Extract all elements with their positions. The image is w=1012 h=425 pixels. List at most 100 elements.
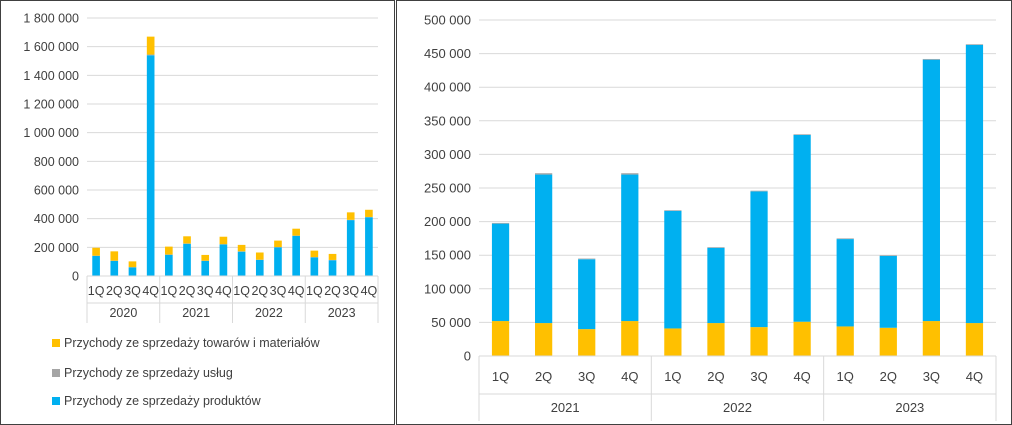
bar-segment [146, 36, 155, 55]
x-tick-label: 2Q [535, 369, 552, 384]
legend-swatch [52, 339, 60, 347]
x-group-label: 2021 [182, 306, 210, 320]
x-tick-label: 3Q [578, 369, 595, 384]
bar-segment [922, 321, 940, 356]
bar-segment [255, 252, 264, 260]
x-tick-label: 1Q [88, 284, 105, 298]
bar-segment [793, 134, 811, 135]
bar-segment [110, 260, 119, 276]
x-group-label: 2023 [328, 306, 356, 320]
y-tick-label: 50 000 [431, 315, 471, 330]
bar-segment [274, 247, 282, 276]
x-tick-label: 3Q [750, 369, 767, 384]
x-tick-label: 3Q [342, 284, 359, 298]
bar-segment [664, 328, 682, 356]
bar-segment [128, 267, 137, 276]
bar-segment [965, 323, 984, 356]
x-tick-label: 2Q [179, 284, 196, 298]
bar-segment [879, 255, 897, 256]
bar-segment [183, 243, 191, 276]
y-tick-label: 350 000 [424, 113, 471, 128]
bar-segment [750, 327, 768, 356]
bar-segment [255, 259, 264, 276]
y-tick-label: 400 000 [424, 80, 471, 95]
x-tick-label: 4Q [966, 369, 983, 384]
bar-segment [750, 190, 768, 192]
bar-segment [237, 251, 246, 276]
y-tick-label: 1 000 000 [23, 126, 79, 140]
bar-segment [922, 58, 940, 60]
x-tick-label: 2Q [251, 284, 268, 298]
y-tick-label: 400 000 [34, 212, 79, 226]
y-tick-label: 800 000 [34, 155, 79, 169]
bar-segment [491, 222, 510, 224]
bar-segment [292, 235, 300, 276]
bar-segment [750, 191, 768, 328]
x-tick-label: 3Q [923, 369, 940, 384]
x-tick-label: 4Q [142, 284, 159, 298]
right-revenue-chart: 0 50 000 100 000 150 000 200 000 250 000 300 0… [424, 13, 997, 421]
x-group-label: 2023 [895, 400, 924, 415]
bar-segment [219, 244, 228, 276]
bar-segment [201, 260, 210, 276]
x-tick-label: 3Q [197, 284, 214, 298]
y-tick-label: 200 000 [424, 214, 471, 229]
bar-segment [219, 236, 228, 245]
left-revenue-chart: 0 200 000 400 000 600 000 800 000 1 000 000 1 … [23, 12, 379, 408]
x-tick-label: 3Q [124, 284, 141, 298]
bar-segment [664, 210, 682, 211]
bar-segment [707, 247, 725, 248]
x-tick-label: 4Q [215, 284, 232, 298]
bar-segment [201, 254, 210, 261]
y-tick-label: 0 [464, 349, 471, 364]
bar-segment [836, 238, 854, 240]
bar-segment [328, 253, 337, 260]
bar-segment [328, 260, 337, 276]
x-tick-label: 4Q [361, 284, 378, 298]
x-tick-label: 4Q [793, 369, 810, 384]
bar-segment [237, 244, 246, 252]
y-tick-label: 200 000 [34, 241, 79, 255]
bar-segment [146, 55, 155, 277]
y-tick-label: 1 800 000 [23, 12, 79, 26]
y-tick-label: 1 600 000 [23, 40, 79, 54]
x-tick-label: 1Q [233, 284, 250, 298]
bar-segment [621, 174, 639, 322]
left-chart-panel: 0 200 000 400 000 600 000 800 000 1 000 000 1 … [0, 0, 395, 425]
y-tick-label: 0 [72, 270, 79, 284]
bar-segment [491, 223, 510, 322]
bar-segment [664, 210, 682, 329]
bar-segment [92, 247, 100, 256]
bar-segment [836, 239, 854, 327]
bar-segment [922, 59, 940, 322]
y-tick-label: 300 000 [424, 147, 471, 162]
bar-segment [621, 321, 639, 356]
legend-label: Przychody ze sprzedaży produktów [64, 394, 262, 408]
bar-segment [836, 326, 854, 356]
legend-label: Przychody ze sprzedaży usług [64, 366, 233, 380]
bar-segment [274, 240, 282, 248]
legend-swatch [52, 369, 60, 377]
y-tick-label: 250 000 [424, 181, 471, 196]
y-tick-label: 500 000 [424, 13, 471, 28]
x-group-label: 2022 [723, 400, 752, 415]
y-tick-label: 100 000 [424, 281, 471, 296]
x-tick-label: 1Q [492, 369, 509, 384]
x-tick-label: 1Q [837, 369, 854, 384]
x-tick-label: 1Q [664, 369, 681, 384]
bar-segment [965, 44, 984, 324]
bar-segment [183, 236, 191, 244]
bar-segment [793, 321, 811, 356]
bar-segment [146, 54, 155, 56]
bar-segment [346, 220, 355, 276]
y-tick-label: 600 000 [34, 184, 79, 198]
bar-segment [110, 251, 119, 261]
bar-segment [128, 261, 137, 268]
bar-segment [965, 44, 984, 45]
bar-segment [578, 258, 596, 260]
bar-segment [292, 228, 300, 236]
y-tick-label: 1 200 000 [23, 98, 79, 112]
bar-segment [310, 257, 319, 276]
x-group-label: 2022 [255, 306, 283, 320]
x-tick-label: 4Q [621, 369, 638, 384]
